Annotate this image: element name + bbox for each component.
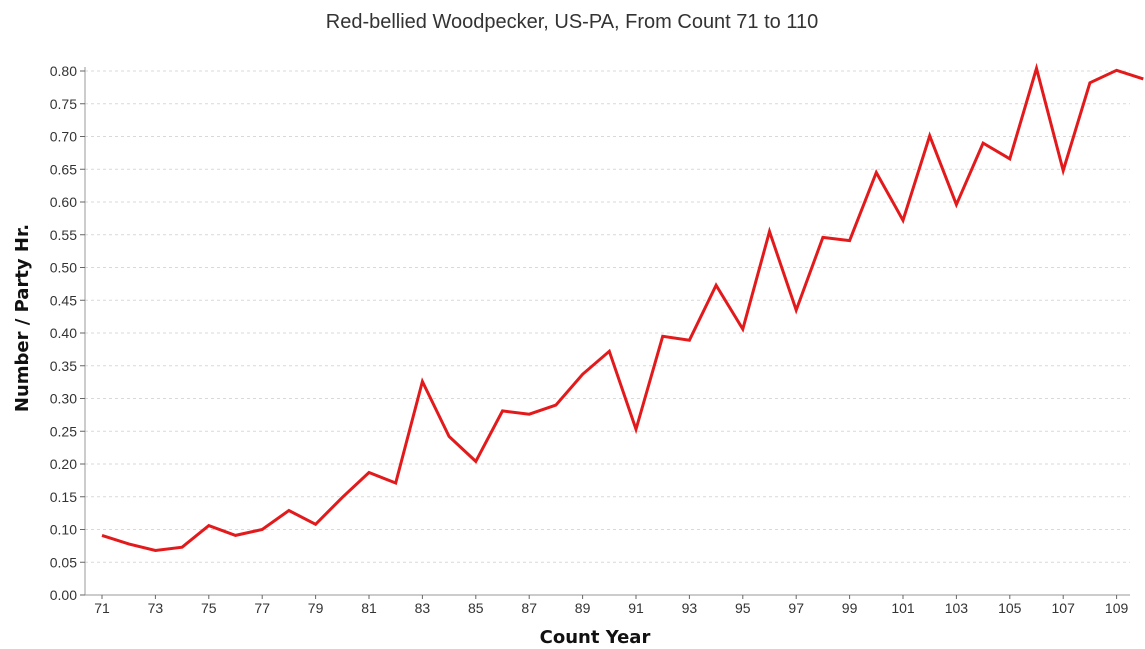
data-point-92 <box>661 335 664 338</box>
chart-title: Red-bellied Woodpecker, US-PA, From Coun… <box>326 11 818 33</box>
data-point-89 <box>581 373 584 376</box>
x-tick-label: 109 <box>1105 600 1129 616</box>
data-point-110 <box>1142 77 1145 80</box>
x-tick-label: 79 <box>308 600 324 616</box>
y-tick-label: 0.05 <box>50 554 77 570</box>
data-point-84 <box>448 435 451 438</box>
x-tick-label: 87 <box>521 600 537 616</box>
data-point-96 <box>768 230 771 233</box>
y-tick-label: 0.35 <box>50 358 77 374</box>
x-axis-label: Count Year <box>540 627 651 648</box>
x-tick-label: 95 <box>735 600 751 616</box>
data-point-72 <box>127 542 130 545</box>
y-tick-label: 0.55 <box>50 227 77 243</box>
x-tick-label: 93 <box>682 600 698 616</box>
x-tick-label: 71 <box>94 600 110 616</box>
data-point-103 <box>955 203 958 206</box>
y-axis-ticks: 0.00 0.05 0.10 0.15 0.20 0.25 0.30 0.35 0.40 0.45… <box>50 63 85 603</box>
data-point-101 <box>902 219 905 222</box>
x-tick-label: 81 <box>361 600 377 616</box>
data-point-78 <box>287 509 290 512</box>
x-tick-label: 85 <box>468 600 484 616</box>
y-tick-label: 0.75 <box>50 96 77 112</box>
series-line-0 <box>101 62 1144 553</box>
gridlines <box>85 70 1130 563</box>
x-tick-label: 75 <box>201 600 217 616</box>
data-point-91 <box>635 428 638 431</box>
y-tick-label: 0.00 <box>50 587 77 603</box>
y-tick-label: 0.65 <box>50 161 77 177</box>
x-tick-label: 73 <box>148 600 164 616</box>
x-tick-label: 97 <box>788 600 804 616</box>
data-point-79 <box>314 523 317 526</box>
data-point-81 <box>368 471 371 474</box>
data-point-100 <box>875 171 878 174</box>
data-point-102 <box>928 134 931 137</box>
data-point-95 <box>741 328 744 331</box>
x-axis-ticks: 71 73 75 77 79 81 83 85 87 89 91 93 95 97 99 101 103 105 1… <box>94 595 1128 616</box>
data-point-93 <box>688 339 691 342</box>
series-layer <box>101 62 1145 553</box>
data-point-80 <box>341 496 344 499</box>
x-tick-label: 89 <box>575 600 591 616</box>
data-point-71 <box>101 534 104 537</box>
data-point-99 <box>848 239 851 242</box>
y-tick-label: 0.15 <box>50 489 77 505</box>
data-point-73 <box>154 549 157 552</box>
data-point-75 <box>207 524 210 527</box>
data-point-77 <box>261 528 264 531</box>
x-tick-label: 77 <box>254 600 270 616</box>
data-point-76 <box>234 534 237 537</box>
data-point-104 <box>982 142 985 145</box>
x-tick-label: 107 <box>1052 600 1076 616</box>
data-point-82 <box>394 482 397 485</box>
y-tick-label: 0.25 <box>50 423 77 439</box>
x-tick-label: 103 <box>945 600 969 616</box>
y-axis-label: Number / Party Hr. <box>12 224 33 412</box>
y-tick-label: 0.30 <box>50 391 77 407</box>
x-tick-label: 99 <box>842 600 858 616</box>
y-tick-label: 0.40 <box>50 325 77 341</box>
x-tick-label: 105 <box>998 600 1022 616</box>
data-point-74 <box>181 546 184 549</box>
data-point-105 <box>1008 157 1011 160</box>
data-point-107 <box>1062 169 1065 172</box>
data-point-108 <box>1088 81 1091 84</box>
y-tick-label: 0.80 <box>50 63 77 79</box>
data-point-94 <box>715 284 718 287</box>
data-point-90 <box>608 350 611 353</box>
data-point-106 <box>1035 67 1038 70</box>
y-tick-label: 0.10 <box>50 522 77 538</box>
data-point-87 <box>528 413 531 416</box>
data-point-88 <box>554 404 557 407</box>
y-tick-label: 0.60 <box>50 194 77 210</box>
x-tick-label: 83 <box>415 600 431 616</box>
y-tick-label: 0.20 <box>50 456 77 472</box>
y-tick-label: 0.45 <box>50 292 77 308</box>
axes <box>84 67 1130 596</box>
data-point-83 <box>421 380 424 383</box>
data-point-97 <box>795 309 798 312</box>
x-tick-label: 91 <box>628 600 644 616</box>
y-tick-label: 0.50 <box>50 260 77 276</box>
data-point-85 <box>474 460 477 463</box>
y-tick-label: 0.70 <box>50 129 77 145</box>
x-tick-label: 101 <box>891 600 915 616</box>
data-point-86 <box>501 409 504 412</box>
data-point-98 <box>821 236 824 239</box>
data-point-109 <box>1115 69 1118 72</box>
